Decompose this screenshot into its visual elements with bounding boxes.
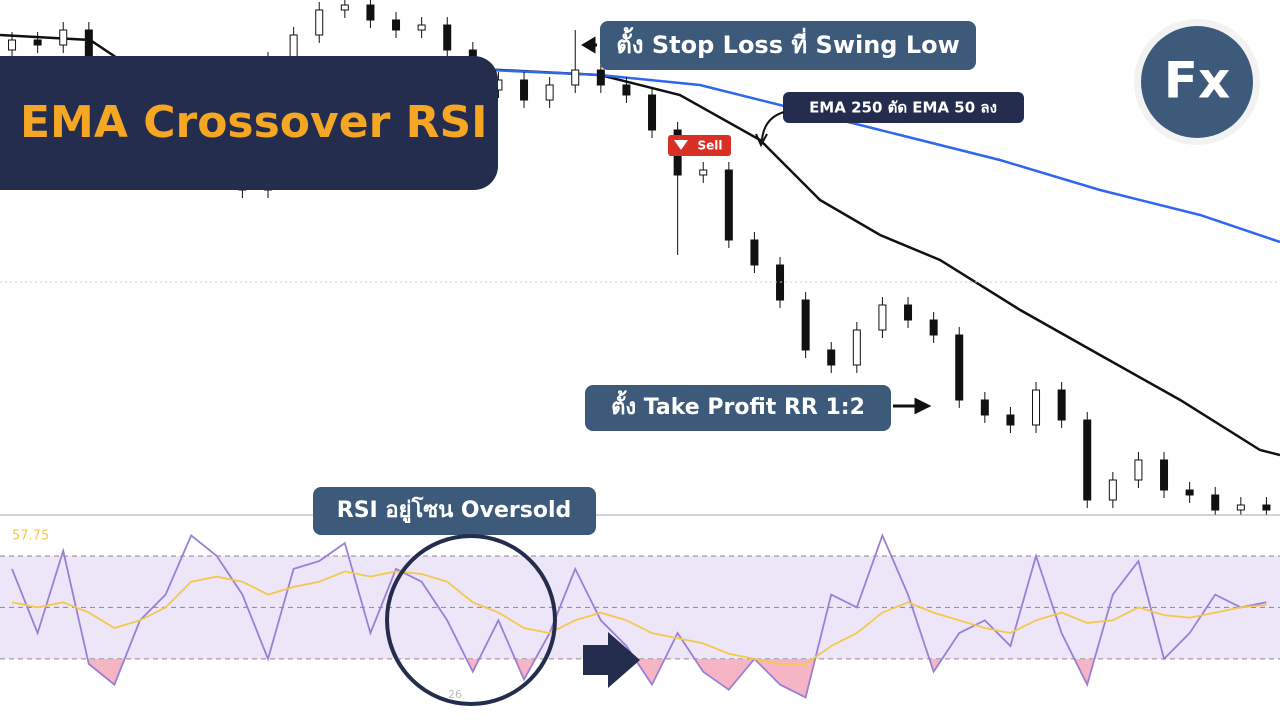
candle-body (1006, 414, 1015, 426)
logo: Fx (1164, 52, 1230, 110)
ema-line (489, 68, 1280, 244)
ema-cross-arrowhead (755, 133, 768, 148)
rsi-zone-box (313, 487, 596, 535)
candle-body (724, 169, 733, 241)
candle-body (1134, 459, 1143, 481)
candle-body (596, 69, 605, 86)
ema-cross-arrow (761, 111, 785, 141)
rsi-ma-line (11, 570, 1267, 665)
candle-body (1032, 389, 1041, 426)
candle-body (545, 84, 554, 101)
candle-body (33, 39, 42, 46)
ema-cross-label: EMA 250 ตัด EMA 50 ลง (809, 99, 997, 117)
candle-body (1236, 504, 1245, 511)
rsi-zone-label: RSI อยู่โซน Oversold (337, 496, 572, 524)
candle-body (1185, 489, 1194, 496)
sell-label: Sell (697, 139, 722, 153)
ema-cross-box (783, 92, 1024, 123)
take-profit-arrow (893, 397, 932, 415)
candle-body (852, 329, 861, 366)
stop-loss-arrow (581, 36, 597, 54)
candle-body (929, 319, 938, 336)
candle-body (392, 19, 401, 31)
rsi-pane (0, 532, 1280, 699)
candle-body (648, 94, 657, 131)
candle-body (955, 334, 964, 401)
candle-body (340, 4, 349, 11)
candle-body (8, 39, 17, 51)
stop-loss-label: ตั้ง Stop Loss ที่ Swing Low (616, 26, 960, 59)
candle-body (520, 79, 529, 101)
candle-body (1108, 479, 1117, 501)
candle-body (366, 4, 375, 21)
candle-body (878, 304, 887, 331)
stop-loss-box (600, 21, 976, 70)
logo-disc (1141, 26, 1253, 138)
overlay: EMA Crossover RSI ตั้ง Stop Loss ที่ Swi… (0, 19, 1280, 706)
candle-body (1211, 494, 1220, 511)
candle-body (827, 349, 836, 366)
candle-body (571, 69, 580, 86)
candle-body (1083, 419, 1092, 501)
pointer-arrow (583, 632, 640, 688)
sell-icon (674, 140, 688, 150)
candle-body (1160, 459, 1169, 491)
candle-body (750, 239, 759, 266)
take-profit-box (585, 385, 891, 431)
candle-body (980, 399, 989, 416)
candle-body (622, 84, 631, 96)
rsi-value-label: 57.75 (12, 529, 49, 544)
candle-body (699, 169, 708, 176)
candle-body (443, 24, 452, 51)
candle-body (417, 24, 426, 31)
candle-body (1057, 389, 1066, 421)
take-profit-label: ตั้ง Take Profit RR 1:2 (611, 390, 865, 420)
candle-body (904, 304, 913, 321)
rsi-low-label: 26 (448, 688, 462, 701)
oversold-circle (385, 534, 557, 706)
candle-body (315, 9, 324, 36)
candle-body (1262, 504, 1271, 511)
title: EMA Crossover RSI (20, 97, 488, 148)
rsi-line (11, 532, 1267, 699)
candle-body (59, 29, 68, 46)
candle-body (801, 299, 810, 351)
title-box (0, 56, 498, 190)
